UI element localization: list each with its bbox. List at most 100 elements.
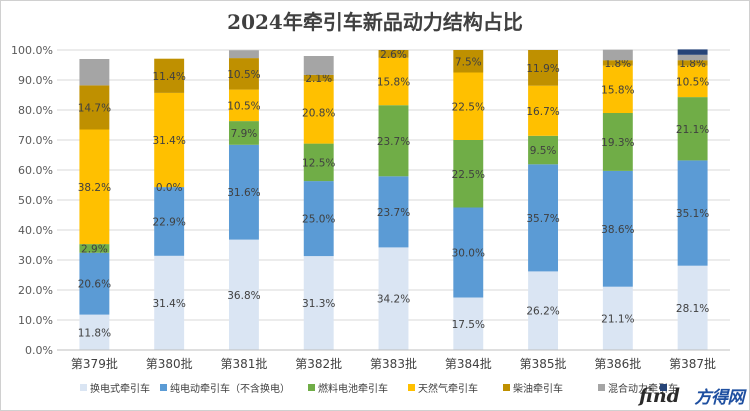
- data-label: 1.8%: [679, 58, 706, 70]
- svg-text:find: find: [637, 385, 680, 407]
- legend-label: 纯电动牵引车（不含换电）: [170, 382, 290, 395]
- data-label: 20.8%: [302, 107, 335, 119]
- data-label: 11.8%: [78, 327, 111, 339]
- y-tick-label: 20.0%: [18, 284, 53, 297]
- bar-segment: [528, 135, 559, 165]
- legend-swatch: [503, 384, 510, 391]
- bar-segment: [303, 74, 334, 82]
- x-tick-label: 第387批: [669, 356, 716, 371]
- data-label: 9.5%: [530, 145, 557, 157]
- bar-segment: [528, 85, 559, 136]
- data-label: 12.5%: [302, 157, 335, 169]
- data-label: 21.1%: [601, 313, 634, 325]
- bar-segment: [228, 239, 259, 350]
- chart-title: 2024年牵引车新品动力结构占比: [227, 10, 523, 34]
- y-tick-label: 50.0%: [18, 194, 53, 207]
- data-label: 22.9%: [152, 216, 185, 228]
- bar-segment: [378, 57, 409, 106]
- data-label: 7.9%: [231, 128, 258, 140]
- y-tick-label: 10.0%: [18, 314, 53, 327]
- bar-segment: [602, 170, 633, 287]
- bar-segment: [677, 265, 708, 350]
- bar-segment: [228, 58, 259, 90]
- legend-swatch: [598, 384, 605, 391]
- y-tick-label: 70.0%: [18, 134, 53, 147]
- bar-segment: [677, 97, 708, 161]
- y-tick-label: 80.0%: [18, 104, 53, 117]
- bar-segment: [79, 244, 110, 253]
- data-label: 15.8%: [601, 84, 634, 96]
- data-label: 7.5%: [455, 56, 482, 68]
- data-label: 25.0%: [302, 214, 335, 226]
- legend-label: 燃料电池牵引车: [318, 382, 388, 395]
- bar-segment: [378, 50, 409, 58]
- legend-label: 换电式牵引车: [90, 382, 150, 395]
- bar-segment: [79, 59, 110, 86]
- data-label: 38.2%: [78, 182, 111, 194]
- bar-segment: [677, 54, 708, 61]
- data-label: 22.5%: [452, 101, 485, 113]
- bar-segment: [79, 314, 110, 350]
- legend-swatch: [308, 384, 315, 391]
- data-label: 31.3%: [302, 298, 335, 310]
- bar-segment: [154, 187, 185, 256]
- data-label: 31.6%: [227, 187, 260, 199]
- y-tick-label: 0.0%: [25, 344, 53, 357]
- bar-segment: [602, 113, 633, 171]
- bar-segment: [602, 65, 633, 113]
- data-label: 15.8%: [377, 77, 410, 89]
- bar-segment: [453, 297, 484, 350]
- x-tick-label: 第379批: [71, 356, 118, 371]
- data-label: 16.7%: [526, 106, 559, 118]
- data-label: 36.8%: [227, 290, 260, 302]
- bar-segment: [303, 181, 334, 257]
- bar-segment: [453, 207, 484, 298]
- bar-segment: [303, 56, 334, 75]
- data-label: 30.0%: [452, 248, 485, 260]
- bar-segment: [602, 49, 633, 61]
- x-tick-label: 第382批: [295, 356, 342, 371]
- bar-segment: [79, 252, 110, 315]
- data-label: 35.1%: [676, 208, 709, 220]
- legend-label: 天然气牵引车: [418, 382, 478, 395]
- x-tick-label: 第384批: [445, 356, 492, 371]
- data-label: 23.7%: [377, 136, 410, 148]
- legend-swatch: [660, 384, 667, 391]
- bar-segment: [228, 121, 259, 145]
- data-label: 22.5%: [452, 169, 485, 181]
- bar-segment: [453, 140, 484, 208]
- bar-segment: [154, 92, 185, 188]
- bar-segment: [453, 72, 484, 140]
- y-tick-label: 30.0%: [18, 254, 53, 267]
- x-tick-label: 第381批: [220, 356, 267, 371]
- data-label: 2.1%: [305, 73, 332, 85]
- bar-segment: [602, 286, 633, 350]
- bar-segment: [228, 89, 259, 122]
- bar-segment: [453, 50, 484, 73]
- bar-segment: [303, 81, 334, 144]
- bar-segment: [677, 160, 708, 266]
- watermark-logo-icon: find: [637, 385, 680, 407]
- bar-segment: [677, 65, 708, 98]
- data-label: 2.9%: [81, 243, 108, 255]
- y-tick-label: 40.0%: [18, 224, 53, 237]
- bar-segment: [528, 164, 559, 272]
- data-label: 34.2%: [377, 294, 410, 306]
- data-label: 38.6%: [601, 224, 634, 236]
- bar-segment: [677, 60, 708, 66]
- bar-segment: [378, 176, 409, 248]
- bar-segment: [228, 144, 259, 240]
- data-label: 31.4%: [152, 135, 185, 147]
- x-tick-label: 第383批: [370, 356, 417, 371]
- bar-segment: [303, 256, 334, 350]
- x-tick-label: 第385批: [520, 356, 567, 371]
- y-tick-label: 100.0%: [11, 44, 53, 57]
- bar-segment: [154, 58, 185, 93]
- bar-segment: [602, 60, 633, 66]
- legend-swatch: [80, 384, 87, 391]
- legend-label: 柴油牵引车: [513, 382, 563, 395]
- data-label: 10.5%: [676, 76, 709, 88]
- watermark-text: 方得网: [694, 388, 745, 408]
- data-label: 10.5%: [227, 69, 260, 81]
- data-label: 0.0%: [156, 182, 183, 194]
